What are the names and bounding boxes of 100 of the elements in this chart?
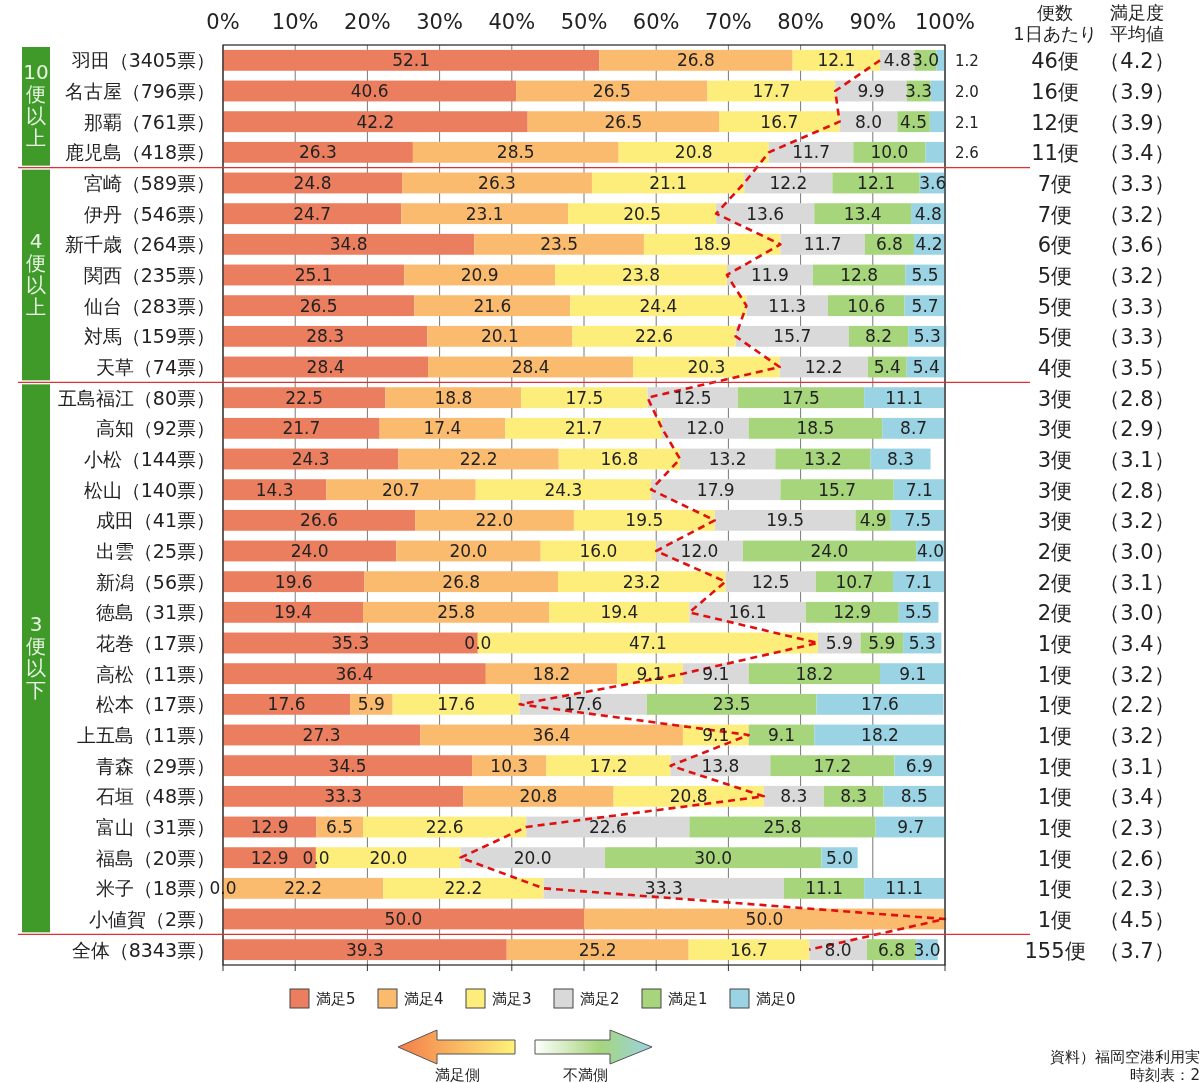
data-label: 36.4: [335, 663, 374, 684]
text: 1便: [1037, 754, 1073, 779]
text: （2.2）: [1099, 693, 1175, 718]
data-label: 18.5: [796, 418, 835, 439]
data-label: 20.5: [623, 203, 662, 224]
data-label: 17.6: [861, 694, 899, 715]
data-label: 17.4: [423, 418, 462, 439]
data-label: 25.8: [437, 602, 476, 623]
text: 1便: [1037, 632, 1073, 656]
x-tick-label: 0%: [206, 10, 240, 34]
data-label: 5.5: [905, 602, 933, 623]
data-label: 26.3: [299, 142, 337, 163]
data-label: 20.0: [369, 847, 408, 868]
data-label: 24.7: [293, 203, 332, 224]
data-label: 9.1: [767, 725, 795, 745]
data-label: 12.8: [840, 265, 879, 285]
text: 3便以下: [26, 612, 46, 703]
data-label: 25.2: [578, 939, 617, 960]
data-label: 12.0: [686, 418, 725, 439]
data-label: 23.5: [540, 234, 579, 255]
data-label: 8.3: [840, 786, 868, 807]
data-label: 10.3: [490, 755, 529, 776]
text: （3.2）: [1099, 662, 1175, 687]
data-label: 21.7: [282, 418, 321, 439]
data-label: 20.9: [460, 265, 499, 285]
y-tick-label: 仙台（283票）: [83, 294, 215, 317]
text: 2便: [1037, 540, 1073, 564]
text: 3便: [1037, 386, 1073, 411]
data-label: 19.6: [274, 571, 313, 592]
text: 46便: [1031, 49, 1079, 74]
data-label: 26.5: [299, 295, 338, 316]
data-label: 28.5: [496, 142, 535, 163]
data-label: 13.2: [708, 449, 747, 469]
data-label: 6.9: [905, 755, 933, 776]
data-label: 11.1: [885, 387, 924, 408]
y-tick-label: 五島福江（80票）: [57, 386, 215, 409]
data-label: 25.1: [294, 265, 333, 285]
text: 1便: [1037, 724, 1073, 748]
x-tick-label: 10%: [271, 10, 319, 34]
data-label: 22.2: [459, 449, 498, 469]
data-label: 11.7: [803, 234, 842, 255]
data-label: 18.8: [434, 387, 473, 408]
data-label: 10.0: [870, 142, 909, 163]
y-tick-label: 新潟（56票）: [95, 570, 215, 593]
data-label: 26.8: [676, 50, 715, 71]
text: 1便: [1037, 846, 1073, 871]
data-label: 26.8: [442, 571, 481, 592]
data-label: 17.2: [813, 755, 852, 776]
data-label: 20.3: [687, 357, 726, 377]
y-tick-label: 羽田（3405票）: [70, 49, 215, 72]
text: 16便: [1031, 80, 1079, 104]
data-label: 5.9: [825, 633, 853, 653]
data-label: 20.1: [480, 326, 519, 347]
text: 便数: [1037, 2, 1073, 23]
data-label: 12.2: [769, 173, 808, 193]
data-label: 27.3: [302, 725, 341, 745]
data-label: 8.5: [900, 786, 928, 807]
data-label: 20.8: [669, 786, 708, 807]
legend-label: 満足3: [492, 990, 532, 1008]
text: （3.1）: [1099, 448, 1175, 472]
y-tick-label: 対馬（159票）: [83, 325, 215, 348]
data-label: 15.7: [818, 479, 856, 500]
text: （3.1）: [1099, 570, 1175, 595]
data-label: 24.8: [293, 173, 332, 193]
y-tick-label: 小値賀（2票）: [88, 908, 215, 930]
data-label: 2.0: [955, 83, 979, 101]
data-label: 4.2: [915, 234, 943, 255]
text: （2.8）: [1099, 386, 1175, 411]
y-tick-label: 那覇（761票）: [83, 110, 215, 133]
text: 3便: [1037, 417, 1073, 442]
text: 7便: [1037, 202, 1073, 227]
y-tick-label: 徳島（31票）: [95, 601, 215, 624]
text: （3.0）: [1099, 540, 1175, 564]
data-label: 0.0: [464, 633, 492, 653]
data-label: 22.2: [284, 878, 323, 899]
data-label: 9.1: [702, 725, 730, 745]
text: 2便: [1037, 570, 1073, 595]
data-label: 5.5: [911, 265, 939, 285]
x-tick-label: 100%: [914, 10, 976, 34]
y-tick-label: 名古屋（796票）: [64, 80, 215, 102]
data-label: 52.1: [392, 50, 431, 71]
text: 3便: [1037, 509, 1073, 534]
data-label: 22.5: [285, 387, 324, 408]
data-label: 9.9: [857, 81, 885, 101]
data-label: 8.0: [854, 111, 882, 132]
text: （3.6）: [1099, 233, 1175, 258]
data-label: 0.0: [209, 878, 237, 899]
legend-label: 満足1: [668, 990, 708, 1008]
data-label: 42.2: [356, 111, 395, 132]
data-label: 50.0: [745, 909, 784, 929]
y-tick-label: 花巻（17票）: [95, 632, 215, 654]
data-label: 18.2: [861, 725, 899, 745]
data-label: 1.2: [955, 52, 979, 71]
data-label: 5.4: [873, 357, 901, 377]
text: 5便: [1037, 294, 1073, 319]
text: 4便以上: [26, 229, 46, 319]
text: 1便: [1037, 908, 1073, 932]
y-tick-label: 上五島（11票）: [76, 724, 215, 746]
data-label: 18.2: [795, 663, 834, 684]
text: 5便: [1037, 325, 1073, 350]
